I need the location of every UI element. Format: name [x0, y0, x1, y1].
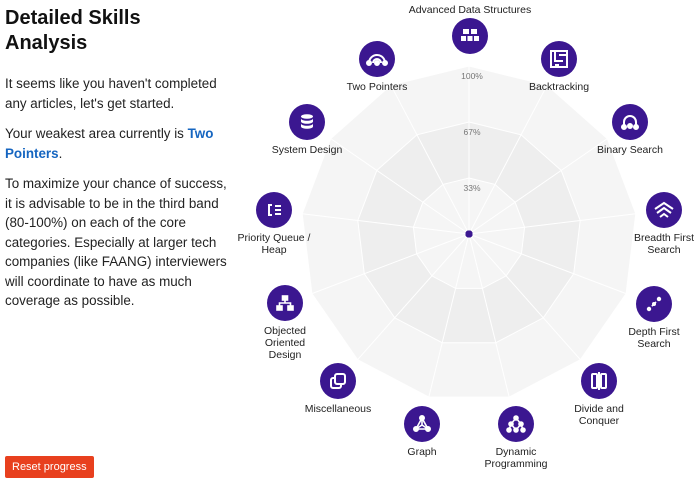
category-two-pointers[interactable]: Two Pointers	[312, 41, 442, 93]
category-dynamic-programming[interactable]: Dynamic Programming	[451, 406, 581, 470]
reset-progress-button[interactable]: Reset progress	[5, 456, 94, 478]
radar-axis	[468, 233, 581, 361]
radar-axis	[468, 213, 636, 235]
graph-icon	[404, 406, 440, 442]
band-label-67: 67%	[463, 127, 480, 137]
blocks-icon	[452, 18, 488, 54]
category-backtracking[interactable]: Backtracking	[494, 41, 624, 93]
radar-axis	[302, 213, 470, 235]
category-divide-and-conquer[interactable]: Divide and Conquer	[534, 363, 664, 427]
radar-axis	[468, 233, 627, 295]
radar-axis	[357, 233, 470, 361]
split-icon	[581, 363, 617, 399]
category-priority-queue-heap[interactable]: Priority Queue / Heap	[209, 192, 339, 256]
category-binary-search[interactable]: Binary Search	[565, 104, 695, 156]
dp-icon	[498, 406, 534, 442]
weakest-area-link[interactable]: Two Pointers	[5, 126, 214, 161]
category-system-design[interactable]: System Design	[242, 104, 372, 156]
radar-axis	[468, 84, 548, 235]
advice-text: To maximize your chance of success, it i…	[5, 176, 227, 308]
radar-axis	[468, 138, 608, 235]
layers-icon	[646, 192, 682, 228]
category-graph[interactable]: Graph	[357, 406, 487, 458]
queue-icon	[256, 192, 292, 228]
maze-icon	[541, 41, 577, 77]
path-icon	[636, 286, 672, 322]
skills-analysis-panel: Detailed Skills Analysis It seems like y…	[5, 6, 227, 322]
tree-icon	[612, 104, 648, 140]
radar-data-point	[465, 230, 473, 238]
category-breadth-first-search[interactable]: Breadth First Search	[599, 192, 700, 256]
category-miscellaneous[interactable]: Miscellaneous	[273, 363, 403, 415]
pointers-icon	[359, 41, 395, 77]
misc-icon	[320, 363, 356, 399]
page-title: Detailed Skills Analysis	[5, 7, 141, 54]
category-advanced-data-structures[interactable]: Advanced Data Structures	[405, 4, 535, 54]
ood-icon	[267, 285, 303, 321]
radar-axis	[390, 84, 470, 235]
database-icon	[289, 104, 325, 140]
radar-axis	[311, 233, 470, 295]
band-label-100: 100%	[461, 71, 483, 81]
weakest-area-text: Your weakest area currently is Two Point…	[5, 126, 214, 161]
radar-axis	[330, 138, 470, 235]
category-objected-oriented-design[interactable]: Objected Oriented Design	[220, 285, 350, 361]
category-depth-first-search[interactable]: Depth First Search	[589, 286, 700, 350]
radar-axis	[468, 233, 510, 398]
intro-text: It seems like you haven't completed any …	[5, 76, 217, 111]
radar-axis	[428, 233, 470, 398]
band-label-33: 33%	[463, 183, 480, 193]
